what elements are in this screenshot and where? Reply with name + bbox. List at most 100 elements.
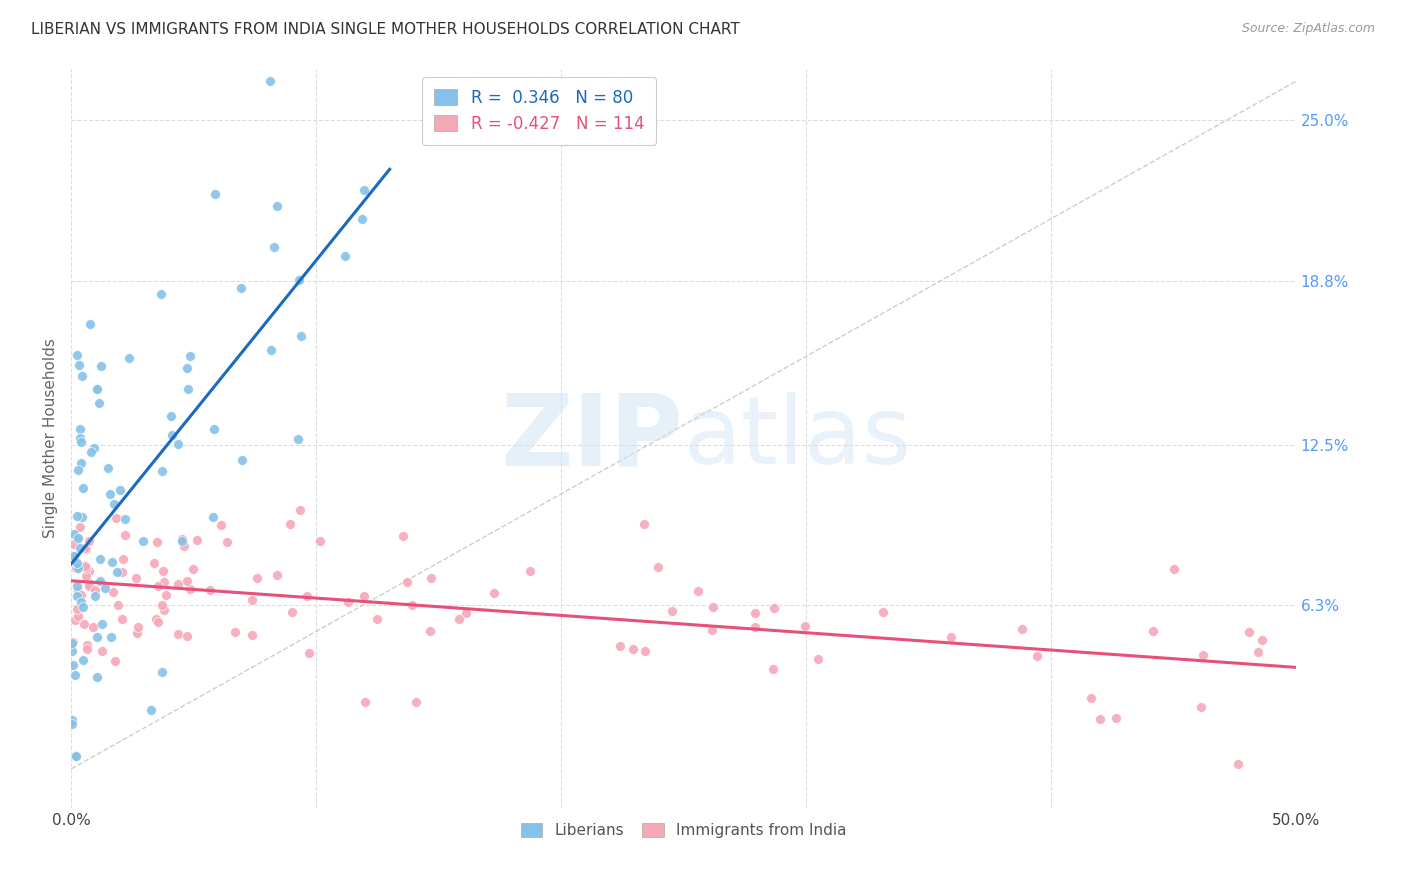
Point — [167, 436, 190, 450]
Point — [77, 564, 100, 578]
Point — [1080, 691, 1102, 706]
Point — [621, 641, 644, 656]
Point — [69, 595, 91, 609]
Point — [405, 695, 427, 709]
Point — [146, 579, 169, 593]
Point — [60, 713, 83, 727]
Point — [176, 361, 198, 376]
Point — [65, 613, 87, 627]
Point — [103, 584, 125, 599]
Point — [75, 541, 97, 556]
Point — [89, 552, 111, 566]
Point — [1237, 625, 1260, 640]
Point — [353, 183, 375, 197]
Point — [86, 669, 108, 683]
Point — [1025, 648, 1047, 663]
Point — [132, 533, 155, 548]
Point — [160, 409, 183, 423]
Point — [519, 564, 541, 578]
Point — [177, 383, 200, 397]
Point — [633, 517, 655, 532]
Point — [101, 555, 124, 569]
Point — [69, 520, 91, 534]
Point — [66, 579, 89, 593]
Text: Source: ZipAtlas.com: Source: ZipAtlas.com — [1241, 22, 1375, 36]
Point — [287, 432, 309, 446]
Point — [1226, 756, 1249, 771]
Point — [794, 619, 817, 633]
Point — [104, 654, 127, 668]
Point — [150, 665, 173, 679]
Point — [872, 605, 894, 619]
Point — [107, 598, 129, 612]
Point — [454, 606, 477, 620]
Point — [66, 508, 89, 523]
Point — [114, 512, 136, 526]
Point — [65, 748, 87, 763]
Point — [86, 630, 108, 644]
Point — [103, 497, 125, 511]
Legend: Liberians, Immigrants from India: Liberians, Immigrants from India — [515, 817, 852, 845]
Point — [67, 583, 90, 598]
Point — [90, 617, 112, 632]
Point — [75, 541, 97, 556]
Point — [1088, 712, 1111, 726]
Point — [231, 453, 253, 467]
Point — [76, 641, 98, 656]
Point — [66, 531, 89, 545]
Point — [298, 646, 321, 660]
Text: atlas: atlas — [683, 392, 911, 484]
Point — [139, 703, 162, 717]
Point — [179, 582, 201, 596]
Point — [160, 427, 183, 442]
Point — [1247, 645, 1270, 659]
Point — [482, 586, 505, 600]
Point — [150, 598, 173, 612]
Point — [744, 620, 766, 634]
Point — [87, 396, 110, 410]
Point — [66, 348, 89, 362]
Point — [72, 482, 94, 496]
Point — [419, 624, 441, 638]
Point — [111, 551, 134, 566]
Point — [127, 620, 149, 634]
Point — [127, 626, 149, 640]
Point — [65, 561, 87, 575]
Point — [278, 516, 301, 531]
Point — [72, 599, 94, 614]
Point — [186, 533, 208, 548]
Point — [266, 198, 288, 212]
Point — [70, 434, 93, 449]
Point — [63, 526, 86, 541]
Point — [266, 568, 288, 582]
Point — [1251, 633, 1274, 648]
Point — [125, 571, 148, 585]
Point — [60, 636, 83, 650]
Point — [111, 612, 134, 626]
Text: LIBERIAN VS IMMIGRANTS FROM INDIA SINGLE MOTHER HOUSEHOLDS CORRELATION CHART: LIBERIAN VS IMMIGRANTS FROM INDIA SINGLE… — [31, 22, 740, 37]
Point — [84, 583, 107, 598]
Point — [939, 630, 962, 644]
Point — [700, 624, 723, 638]
Point — [1163, 562, 1185, 576]
Point — [143, 556, 166, 570]
Point — [79, 317, 101, 331]
Point — [77, 576, 100, 591]
Point — [166, 577, 188, 591]
Point — [1011, 623, 1033, 637]
Point — [146, 534, 169, 549]
Point — [447, 611, 470, 625]
Point — [807, 652, 830, 666]
Point — [111, 565, 134, 579]
Point — [152, 575, 174, 590]
Point — [290, 329, 312, 343]
Point — [297, 589, 319, 603]
Point — [66, 561, 89, 575]
Point — [198, 582, 221, 597]
Point — [281, 605, 304, 619]
Point — [69, 422, 91, 436]
Point — [688, 583, 710, 598]
Point — [609, 639, 631, 653]
Point — [89, 574, 111, 588]
Point — [391, 529, 413, 543]
